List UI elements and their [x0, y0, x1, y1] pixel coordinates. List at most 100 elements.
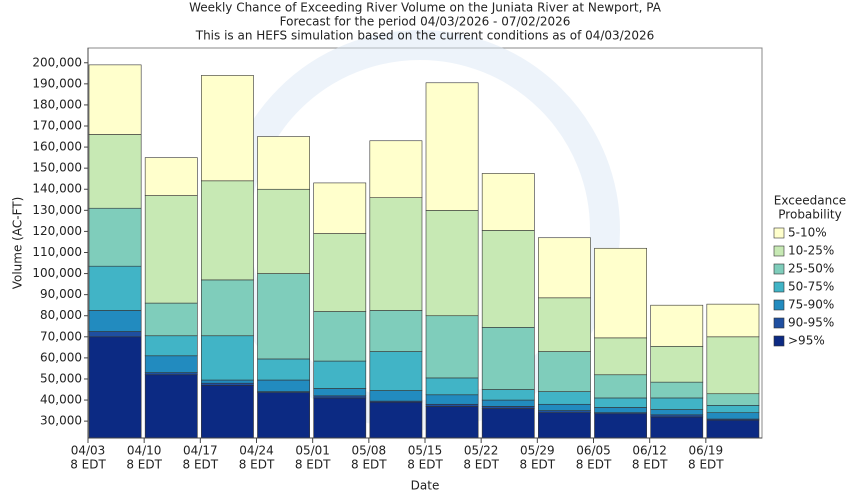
legend-label: 10-25% [788, 244, 834, 258]
x-tick-label: 8 EDT [183, 458, 219, 472]
bar-segment [481, 230, 535, 328]
bar-segment [369, 197, 423, 311]
x-tick-label: 8 EDT [70, 458, 106, 472]
y-tick-label: 80,000 [40, 308, 82, 322]
legend-label: >95% [788, 334, 825, 348]
bar-segment [313, 395, 367, 399]
y-tick-label: 60,000 [40, 350, 82, 364]
x-tick-label: 8 EDT [351, 458, 387, 472]
x-axis-label: Date [411, 479, 440, 493]
y-tick-label: 170,000 [32, 119, 82, 133]
x-tick-label: 8 EDT [407, 458, 443, 472]
bar-segment [425, 403, 479, 407]
legend-label: 50-75% [788, 280, 834, 294]
legend-swatch [773, 317, 785, 329]
bar-segment [594, 374, 647, 399]
bar-segment [594, 247, 647, 339]
bar-segment [144, 335, 198, 357]
x-tick-label: 8 EDT [632, 458, 668, 472]
x-tick-label: 05/08 [352, 444, 387, 458]
y-tick-label: 190,000 [32, 76, 82, 90]
bar-segment [257, 188, 310, 274]
bar-segment [144, 355, 198, 373]
bar-segment [594, 337, 647, 376]
bar-segment [88, 331, 142, 338]
legend-swatch [773, 263, 785, 275]
x-tick-label: 06/19 [689, 444, 724, 458]
bar-segment [425, 394, 479, 405]
bar-segment [538, 351, 591, 392]
x-tick-label: 8 EDT [576, 458, 612, 472]
bar-segment [650, 397, 704, 410]
bar-segment [313, 233, 367, 312]
bar-segment [201, 180, 254, 281]
y-tick-label: 180,000 [32, 97, 82, 111]
bar-segment [650, 381, 704, 399]
bar-segment [257, 136, 310, 190]
bar-segment [201, 279, 254, 337]
bar-segment [594, 397, 647, 408]
legend-title: Exceedance [774, 194, 846, 208]
legend-title: Probability [778, 208, 841, 222]
bar-segment [538, 237, 591, 299]
bar-segment [706, 405, 760, 414]
bar-segment [650, 409, 704, 416]
bar-segment [706, 336, 760, 395]
bar-segment [650, 345, 704, 383]
y-tick-label: 120,000 [32, 224, 82, 238]
bar-segment [425, 210, 479, 317]
bar-segment [88, 64, 142, 135]
legend-swatch [773, 245, 785, 257]
y-tick-label: 200,000 [32, 55, 82, 69]
bar-segment [538, 410, 591, 414]
bar-segment [201, 75, 254, 182]
y-tick-label: 130,000 [32, 203, 82, 217]
bar-segment [369, 351, 423, 391]
bar-segment [313, 360, 367, 389]
x-tick-label: 04/17 [183, 444, 218, 458]
bar-segment [88, 134, 142, 209]
bar-segment [538, 403, 591, 411]
bar-segment [313, 397, 367, 439]
y-tick-label: 40,000 [40, 393, 82, 407]
bar-segment [369, 140, 423, 198]
legend-label: 5-10% [788, 226, 827, 240]
x-tick-label: 06/05 [576, 444, 611, 458]
bar-segment [201, 384, 254, 439]
y-tick-label: 140,000 [32, 182, 82, 196]
x-tick-label: 8 EDT [126, 458, 162, 472]
legend-label: 90-95% [788, 316, 834, 330]
chart-subtitle: Forecast for the period 04/03/2026 - 07/… [280, 15, 571, 29]
bar-segment [257, 273, 310, 360]
bar-segment [369, 310, 423, 352]
plot-area [87, 47, 763, 439]
x-tick-label: 04/03 [71, 444, 106, 458]
bar-segment [425, 377, 479, 396]
x-tick-label: 06/12 [632, 444, 667, 458]
legend-swatch [773, 299, 785, 311]
bar-segment [144, 374, 198, 439]
bar-segment [313, 182, 367, 234]
bar-segment [201, 382, 254, 386]
bar-segment [650, 416, 704, 439]
bar-segment [481, 406, 535, 409]
bar-segment [201, 335, 254, 381]
x-tick-label: 04/10 [127, 444, 162, 458]
x-tick-label: 8 EDT [688, 458, 724, 472]
bar-segment [594, 407, 647, 414]
bar-segment [425, 406, 479, 439]
bar-segment [538, 297, 591, 352]
x-tick-label: 05/15 [408, 444, 443, 458]
y-tick-label: 100,000 [32, 266, 82, 280]
bar-segment [88, 310, 142, 332]
legend-swatch [773, 335, 785, 347]
bar-segment [257, 358, 310, 381]
x-tick-label: 05/22 [464, 444, 499, 458]
y-tick-label: 50,000 [40, 371, 82, 385]
bar-segment [257, 379, 310, 392]
x-tick-label: 05/01 [295, 444, 330, 458]
bar-segment [594, 413, 647, 439]
bar-segment [706, 412, 760, 420]
legend-swatch [773, 227, 785, 239]
y-axis-label: Volume (AC-FT) [11, 197, 25, 290]
